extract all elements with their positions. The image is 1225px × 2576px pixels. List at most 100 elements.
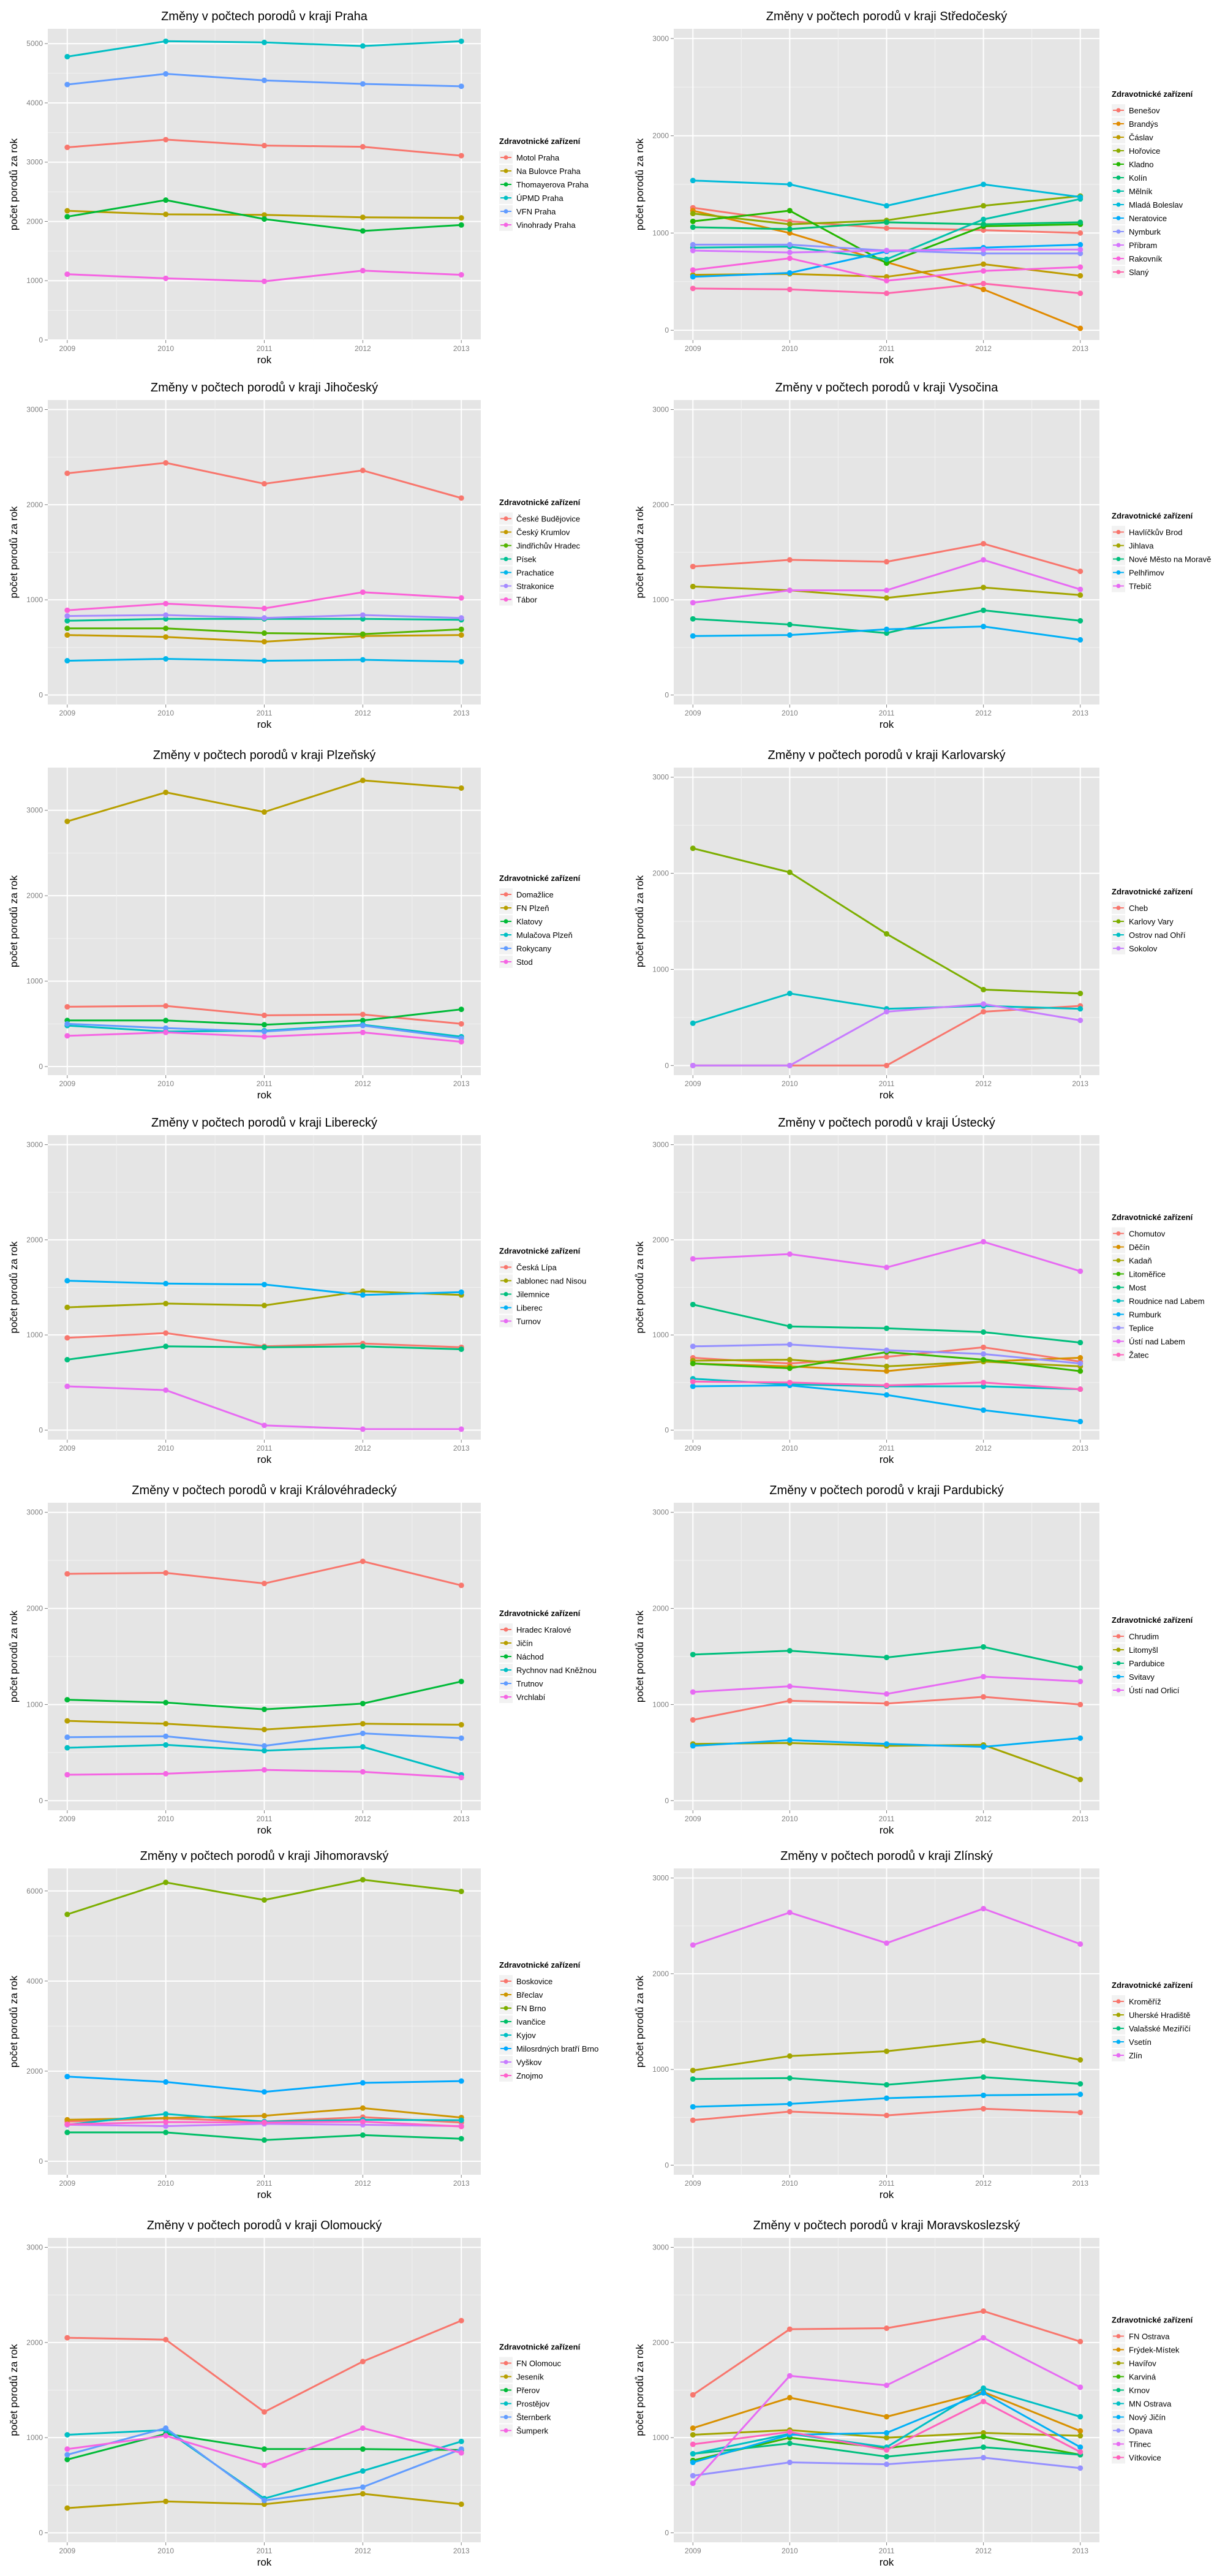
x-axis-label: rok	[257, 2556, 272, 2568]
data-point	[64, 1335, 70, 1341]
data-point	[884, 931, 889, 937]
legend-label: Svitavy	[1129, 1672, 1155, 1682]
legend-title: Zdravotnické zařízení	[1112, 1981, 1193, 1990]
x-tick-label: 2011	[257, 1815, 273, 1823]
data-point	[981, 2092, 987, 2098]
y-tick-label: 2000	[652, 500, 669, 509]
data-point	[262, 2137, 267, 2143]
data-point	[458, 1426, 464, 1432]
legend-label: Rumburk	[1129, 1310, 1161, 1320]
legend-swatch-point	[1116, 1272, 1121, 1276]
legend-label: Nový Jičín	[1129, 2413, 1166, 2422]
data-point	[458, 626, 464, 632]
data-point	[1077, 2109, 1084, 2115]
data-point	[884, 1368, 889, 1374]
data-point	[360, 589, 366, 595]
chart-panel-13: 0 1000 2000 3000 2009 2010 2011 2012 2013 Změny v…	[8, 2219, 581, 2568]
data-point	[1077, 2081, 1084, 2087]
data-point	[360, 1288, 366, 1294]
data-point	[690, 2104, 696, 2110]
y-tick-label: 3000	[26, 158, 43, 167]
x-tick-label: 2009	[59, 709, 75, 717]
legend-swatch-point	[1116, 2347, 1121, 2352]
legend-swatch-point	[503, 2361, 508, 2365]
x-tick-label: 2009	[685, 709, 701, 717]
legend-swatch-point	[503, 1641, 508, 1645]
data-point	[1077, 2444, 1084, 2450]
y-tick-label: 3000	[652, 1141, 669, 1149]
data-point	[690, 285, 696, 292]
data-point	[884, 1264, 889, 1271]
legend-label: Boskovice	[516, 1977, 552, 1986]
data-point	[64, 81, 70, 88]
y-tick-label: 2000	[652, 2338, 669, 2347]
legend-label: Znojmo	[516, 2071, 543, 2080]
legend-swatch-point	[503, 2374, 508, 2379]
legend-label: Litomyšl	[1129, 1645, 1158, 1655]
data-point	[163, 1003, 169, 1009]
data-point	[458, 215, 464, 221]
data-point	[64, 613, 70, 619]
legend-swatch-point	[1116, 1999, 1121, 2004]
data-point	[884, 203, 889, 209]
data-point	[884, 1363, 889, 1369]
data-point	[163, 616, 169, 622]
data-point	[981, 1351, 987, 1357]
data-point	[690, 2076, 696, 2082]
x-tick-label: 2009	[685, 1444, 701, 1452]
legend-swatch-point	[1116, 216, 1121, 221]
x-tick-label: 2011	[257, 709, 273, 717]
legend-swatch-point	[503, 1319, 508, 1323]
data-point	[360, 1769, 366, 1775]
legend-swatch-point	[503, 155, 508, 160]
legend-swatch-point	[503, 2073, 508, 2078]
x-tick-label: 2010	[157, 344, 174, 353]
data-point	[1077, 1941, 1084, 1947]
data-point	[64, 1383, 70, 1389]
data-point	[262, 1344, 267, 1350]
legend-label: Český Krumlov	[516, 528, 570, 537]
data-point	[981, 1694, 987, 1700]
legend-label: Zlín	[1129, 2051, 1142, 2060]
data-point	[262, 638, 267, 644]
x-axis-label: rok	[257, 1454, 272, 1465]
data-point	[163, 211, 169, 217]
data-point	[884, 1701, 889, 1707]
data-point	[458, 1775, 464, 1781]
y-tick-label: 3000	[26, 1141, 43, 1149]
chart-title: Změny v počtech porodů v kraji Jihočeský	[151, 381, 378, 395]
data-point	[786, 230, 793, 236]
y-tick-label: 3000	[26, 2243, 43, 2252]
legend-label: Žatec	[1129, 1351, 1149, 1360]
data-point	[1077, 1735, 1084, 1741]
data-point	[884, 1062, 889, 1068]
x-tick-label: 2013	[1072, 1815, 1088, 1823]
data-point	[163, 1699, 169, 1705]
data-point	[64, 2129, 70, 2136]
chart-title: Změny v počtech porodů v kraji Zlínský	[780, 1849, 993, 1863]
x-tick-label: 2009	[685, 344, 701, 353]
legend-swatch-point	[1116, 1647, 1121, 1652]
y-axis-label: počet porodů za rok	[634, 1610, 646, 1702]
data-point	[360, 2118, 366, 2125]
legend-label: FN Brno	[516, 2004, 546, 2013]
legend-swatch-point	[1116, 2361, 1121, 2365]
data-point	[163, 1280, 169, 1286]
y-tick-label: 0	[39, 2157, 43, 2166]
data-point	[786, 1323, 793, 1329]
legend-swatch-point	[1116, 2401, 1121, 2406]
data-point	[884, 219, 889, 225]
data-point	[1077, 1777, 1084, 1783]
legend-label: Liberec	[516, 1304, 543, 1313]
data-point	[981, 1906, 987, 1912]
data-point	[262, 1029, 267, 1035]
data-point	[458, 2123, 464, 2129]
legend-label: Uherské Hradiště	[1129, 2011, 1190, 2020]
data-point	[690, 2117, 696, 2123]
data-point	[690, 267, 696, 273]
data-point	[64, 208, 70, 214]
data-point	[163, 2498, 169, 2504]
data-point	[1077, 273, 1084, 279]
data-point	[262, 2409, 267, 2415]
legend-label: Karviná	[1129, 2373, 1156, 2382]
